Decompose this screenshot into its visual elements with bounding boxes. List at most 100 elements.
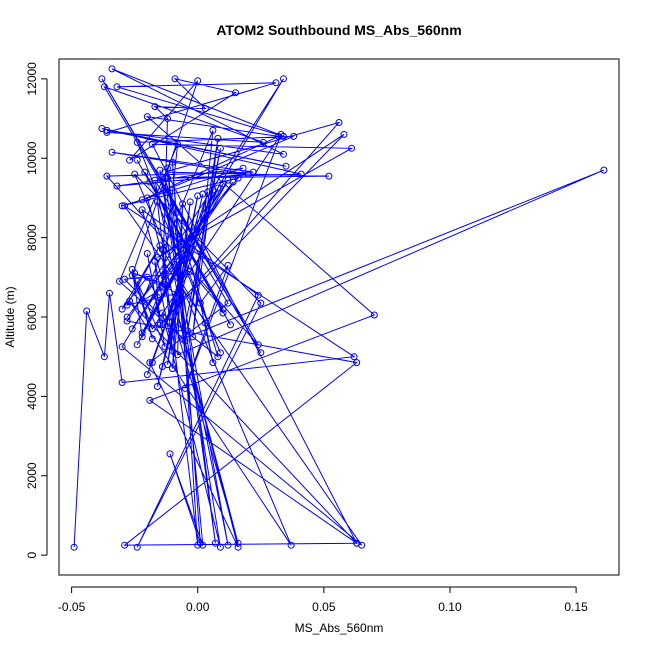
data-point: [272, 79, 280, 87]
series-line: [73, 68, 605, 548]
data-point: [161, 343, 169, 351]
data-point: [148, 325, 156, 333]
data-point: [353, 539, 361, 547]
y-tick-label: 6000: [25, 303, 39, 330]
y-tick-label: 12000: [25, 62, 39, 96]
data-point: [224, 541, 232, 549]
data-point: [146, 178, 154, 186]
data-point: [179, 200, 187, 208]
data-point: [161, 168, 169, 176]
data-point: [126, 156, 134, 164]
x-tick-label: -0.05: [58, 600, 86, 614]
data-point: [121, 202, 129, 210]
data-point: [156, 319, 164, 327]
data-point: [209, 126, 217, 134]
data-point: [232, 89, 240, 97]
data-point: [164, 174, 171, 182]
data-point: [153, 293, 161, 301]
data-point: [151, 103, 159, 111]
data-point: [169, 347, 176, 355]
data-point: [234, 539, 242, 547]
data-point: [158, 246, 166, 253]
data-point: [257, 299, 265, 307]
data-point: [103, 126, 111, 134]
chart-title: ATOM2 Southbound MS_Abs_560nm: [216, 22, 461, 38]
data-point: [133, 277, 141, 285]
data-point: [224, 261, 232, 269]
data-point: [153, 198, 161, 206]
data-point: [600, 166, 608, 174]
data-point: [106, 289, 113, 297]
data-point: [113, 182, 121, 190]
data-point: [158, 309, 166, 317]
data-point: [108, 65, 116, 73]
y-tick-label: 0: [25, 551, 39, 558]
data-point: [227, 321, 234, 329]
data-point: [133, 341, 141, 349]
data-point: [148, 359, 156, 367]
data-point: [259, 138, 267, 146]
data-point: [290, 132, 298, 140]
data-point: [123, 301, 131, 309]
data-point: [151, 257, 159, 265]
data-point: [224, 176, 232, 184]
data-point: [325, 172, 333, 180]
data-point: [277, 130, 285, 138]
data-point: [282, 162, 290, 170]
data-point: [103, 172, 111, 180]
data-point: [123, 317, 131, 325]
y-tick-label: 2000: [25, 462, 39, 489]
data-point: [216, 144, 224, 152]
data-point: [254, 341, 262, 349]
data-point: [146, 396, 154, 404]
data-point: [216, 543, 224, 551]
data-point: [148, 140, 156, 148]
data-point: [131, 170, 139, 178]
data-point: [113, 83, 121, 91]
points-layer: [70, 65, 608, 551]
y-axis-label: Altitude (m): [3, 286, 17, 347]
data-point: [118, 305, 126, 313]
data-point: [254, 291, 262, 299]
data-point: [216, 349, 224, 357]
data-point: [133, 543, 141, 551]
x-tick-label: 0.10: [438, 600, 462, 614]
data-point: [148, 335, 156, 343]
data-point: [181, 337, 189, 345]
data-point: [350, 353, 358, 361]
data-point: [118, 202, 126, 210]
series-layer: [73, 68, 605, 548]
data-point: [100, 353, 108, 361]
data-point: [219, 180, 227, 188]
data-point: [211, 539, 219, 547]
data-point: [70, 543, 78, 551]
data-point: [340, 130, 348, 138]
x-tick-label: 0.15: [564, 600, 588, 614]
y-axis: 0 2000 4000 6000 8000 10000 12000: [25, 62, 48, 558]
data-point: [287, 541, 295, 549]
data-point: [98, 75, 106, 83]
data-point: [169, 158, 176, 166]
data-point: [234, 543, 242, 551]
data-point: [234, 174, 242, 182]
data-point: [156, 321, 164, 329]
data-point: [141, 168, 149, 176]
data-point: [103, 128, 111, 136]
data-point: [186, 267, 194, 275]
data-point: [108, 148, 116, 156]
x-tick-label: 0.05: [312, 600, 336, 614]
data-point: [201, 105, 209, 113]
data-point: [133, 156, 141, 164]
x-tick-label: 0.00: [186, 600, 210, 614]
data-point: [209, 359, 217, 367]
data-point: [174, 289, 182, 297]
data-point: [128, 325, 136, 333]
data-point: [196, 299, 204, 307]
data-point: [186, 198, 194, 206]
data-point: [138, 333, 146, 341]
data-point: [169, 365, 176, 373]
data-point: [174, 140, 182, 148]
data-point: [244, 170, 252, 178]
data-point: [143, 113, 151, 121]
data-point: [181, 384, 189, 392]
